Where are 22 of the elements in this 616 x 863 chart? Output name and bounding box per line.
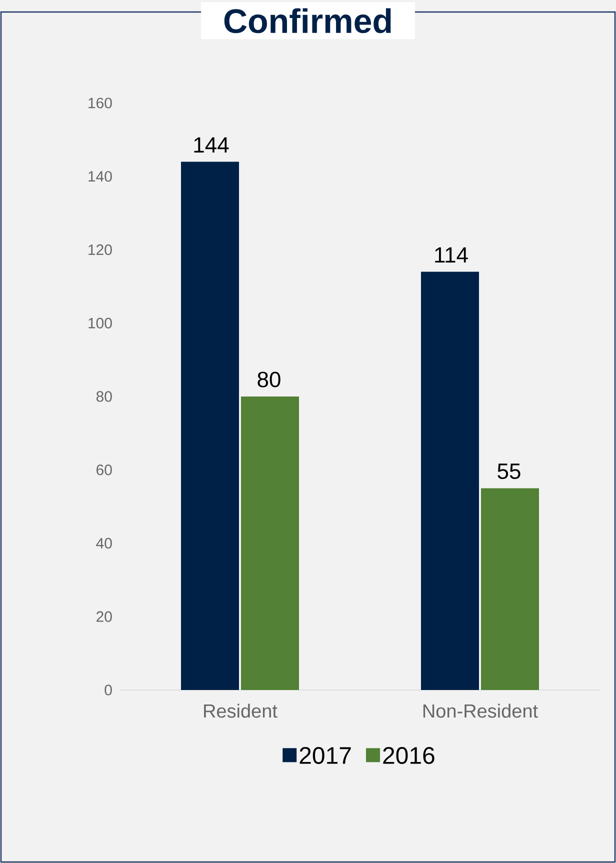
y-tick-label: 40 (96, 538, 112, 549)
data-label: 55 (498, 464, 520, 480)
bar (480, 488, 539, 690)
y-tick-label: 60 (96, 464, 112, 476)
x-tick-label: Resident (204, 704, 278, 718)
data-label: 80 (258, 372, 280, 388)
bar (420, 272, 479, 690)
chart-title: Confirmed (224, 8, 391, 34)
y-tick-label: 140 (88, 171, 112, 182)
data-label: 144 (194, 137, 229, 152)
x-tick-label: Non-Resident (423, 704, 538, 718)
y-tick-label: 100 (88, 318, 112, 328)
y-tick-label: 0 (104, 684, 112, 696)
bar (240, 396, 299, 690)
bar (180, 162, 239, 690)
data-label: 114 (435, 247, 468, 263)
y-tick-label: 120 (88, 244, 112, 256)
y-tick-label: 20 (96, 611, 112, 622)
legend-label: 2016 (383, 747, 434, 764)
y-tick-label: 80 (96, 391, 112, 402)
legend-label: 2017 (300, 747, 351, 764)
y-tick-label: 160 (88, 98, 112, 108)
